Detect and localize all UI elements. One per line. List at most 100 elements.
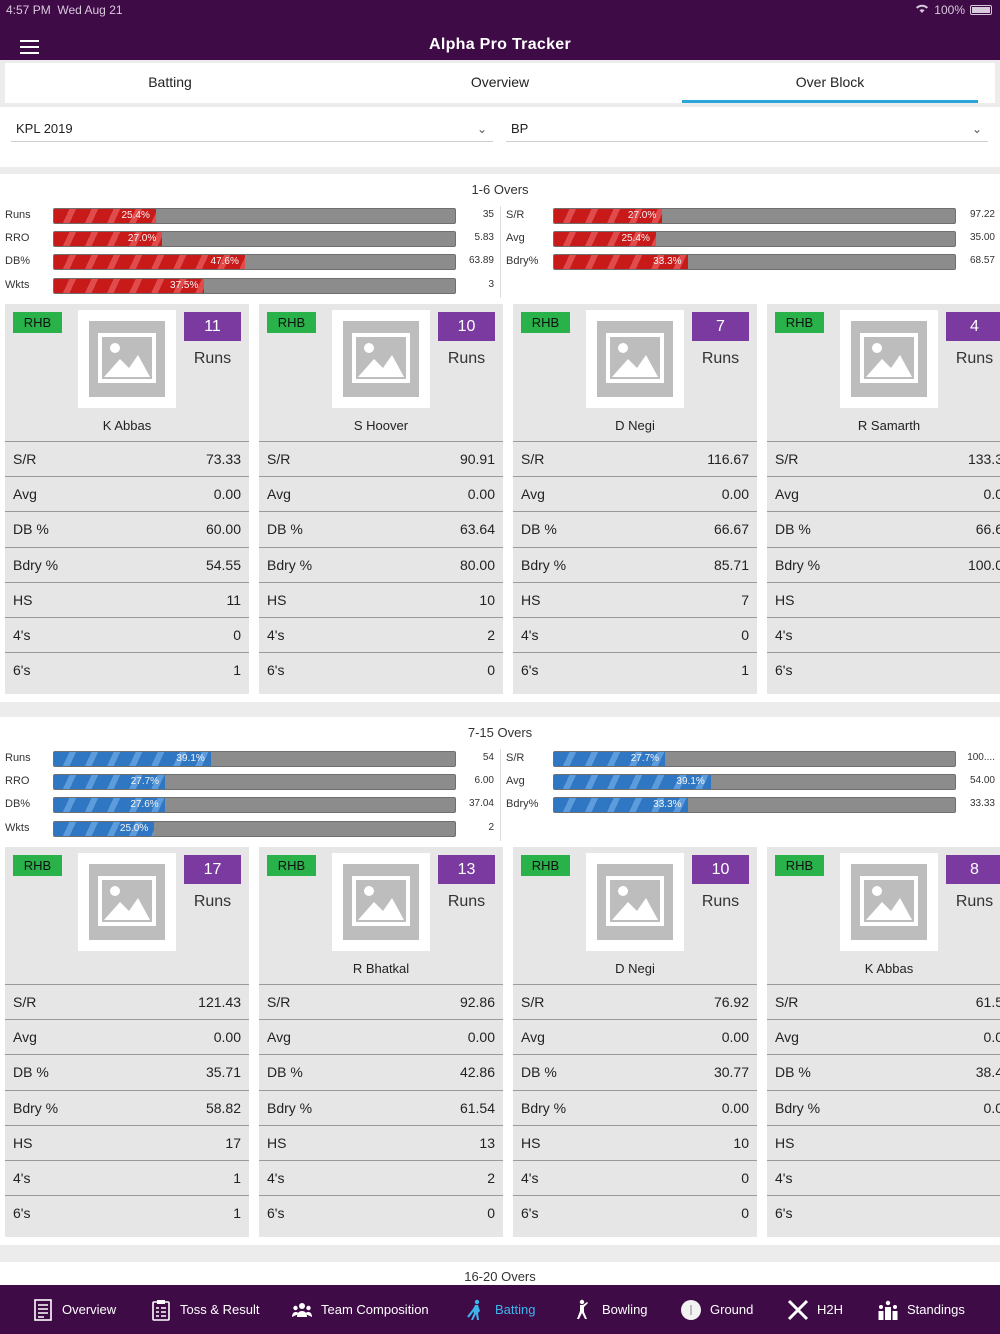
metric-bar-fill: 33.3% — [554, 255, 688, 269]
bowler-icon — [572, 1299, 594, 1321]
metric-bar-percent: 37.5% — [170, 280, 199, 291]
stat-row: DB % 30.77 — [513, 1054, 757, 1089]
stat-value: 61.54 — [459, 1099, 495, 1116]
player-card[interactable]: RHB 7 Runs D Negi S/R 116.67 Avg 0.00 DB % 66.67 B… — [513, 304, 757, 694]
stat-row: Bdry % 58.82 — [5, 1089, 249, 1125]
stat-row: DB % 66.6 — [767, 511, 1000, 546]
crossed-bats-icon — [787, 1299, 809, 1321]
stat-value: 0.0 — [983, 486, 1000, 503]
metric-bar-fill: 37.5% — [54, 279, 205, 293]
player-card[interactable]: RHB 10 Runs S Hoover S/R 90.91 Avg 0.00 DB % 63.6… — [259, 304, 503, 694]
runs-badge: 10 — [692, 855, 749, 884]
nav-team-composition[interactable]: Team Composition — [291, 1285, 429, 1334]
player-name: K Abbas — [102, 418, 152, 433]
tab-over-block[interactable]: Over Block — [665, 63, 995, 103]
nav-overview[interactable]: Overview — [32, 1285, 116, 1334]
stat-label: S/R — [521, 994, 545, 1010]
player-card[interactable]: RHB 8 Runs K Abbas S/R 61.5 Avg 0.0 DB % 38.4 Bdry… — [767, 847, 1000, 1237]
stat-row: Avg 0.00 — [259, 1019, 503, 1054]
status-bar: 4:57 PM Wed Aug 21 100% — [0, 0, 1000, 20]
nav-label: Standings — [907, 1302, 965, 1317]
player-photo — [586, 853, 684, 951]
nav-standings[interactable]: Standings — [877, 1285, 965, 1334]
image-placeholder-icon — [597, 321, 673, 397]
stat-row: Bdry % 61.54 — [259, 1089, 503, 1125]
stat-value: 92.86 — [459, 994, 495, 1010]
stat-label: 6's — [267, 1205, 285, 1222]
metric-bar-fill: 27.0% — [554, 209, 663, 223]
stat-row: Bdry % 0.0 — [767, 1089, 1000, 1125]
stat-value: 2 — [487, 1170, 495, 1186]
runs-badge: 7 — [692, 312, 749, 341]
nav-batting[interactable]: Batting — [465, 1285, 535, 1334]
stat-value: 11 — [226, 591, 241, 608]
stat-row: 4's — [767, 617, 1000, 652]
stat-row: 6's 1 — [5, 652, 249, 687]
stat-label: Bdry % — [775, 556, 821, 573]
player-card[interactable]: RHB 11 Runs K Abbas S/R 73.33 Avg 0.00 DB % 60.00… — [5, 304, 249, 694]
stat-value: 42.86 — [459, 1064, 495, 1081]
metric-label: Runs — [5, 752, 31, 764]
stat-label: 4's — [521, 627, 539, 643]
stat-row: HS 13 — [259, 1124, 503, 1160]
player-card[interactable]: RHB 17 Runs S/R 121.43 Avg 0.00 DB % 35.71 Bdry %… — [5, 847, 249, 1237]
metric-bar-percent: 27.7% — [630, 753, 660, 764]
stat-label: DB % — [521, 1064, 557, 1081]
stat-row: HS 11 — [5, 581, 249, 617]
player-name: D Negi — [615, 418, 655, 433]
stat-row: 4's 0 — [5, 617, 249, 652]
metric-row: Avg 25.4% 35.00 — [506, 230, 996, 248]
batting-hand-badge: RHB — [521, 312, 570, 333]
stat-value: 10 — [733, 1134, 749, 1151]
stat-row: S/R 133.3 — [767, 441, 1000, 476]
stat-row: 6's 0 — [513, 1195, 757, 1230]
stat-label: DB % — [267, 521, 303, 538]
metric-label: DB% — [5, 255, 31, 267]
stat-value: 0 — [741, 1170, 749, 1186]
stat-value: 0 — [487, 1205, 495, 1222]
player-card[interactable]: RHB 4 Runs R Samarth S/R 133.3 Avg 0.0 DB % 66.6 B… — [767, 304, 1000, 694]
stat-label: 6's — [775, 662, 793, 679]
tab-batting[interactable]: Batting — [148, 74, 192, 90]
metric-bar: 25.0% — [53, 821, 456, 837]
metric-value: 63.89 — [468, 255, 494, 266]
nav-ground[interactable]: Ground — [680, 1285, 753, 1334]
metric-row: S/R 27.7% 100.... — [506, 750, 996, 768]
section-title: 7-15 Overs — [467, 725, 533, 740]
runs-label: Runs — [955, 350, 994, 367]
tab-overview[interactable]: Overview — [470, 74, 530, 90]
tournament-select[interactable]: KPL 2019 ⌄ — [11, 116, 493, 142]
nav-label: H2H — [817, 1302, 844, 1317]
stat-row: 6's 0 — [259, 652, 503, 687]
team-select[interactable]: BP ⌄ — [506, 116, 988, 142]
stat-value: 76.92 — [713, 994, 749, 1010]
runs-label: Runs — [955, 893, 994, 910]
stat-label: Avg — [267, 486, 291, 503]
stat-value: 35.71 — [205, 1064, 241, 1081]
runs-badge: 11 — [184, 312, 241, 341]
metric-row: S/R 27.0% 97.22 — [506, 207, 996, 225]
stat-label: S/R — [267, 451, 291, 467]
metric-bar-percent: 27.6% — [130, 799, 159, 810]
battery-percent: 100% — [934, 3, 965, 17]
player-photo — [840, 853, 938, 951]
metric-bar-fill: 47.6% — [54, 255, 245, 269]
player-card[interactable]: RHB 10 Runs D Negi S/R 76.92 Avg 0.00 DB % 30.77 B… — [513, 847, 757, 1237]
stat-row: Avg 0.00 — [5, 476, 249, 511]
stat-value: 60.00 — [205, 521, 241, 538]
stat-row: Bdry % 80.00 — [259, 546, 503, 582]
nav-toss-result[interactable]: Toss & Result — [150, 1285, 259, 1334]
metric-bar: 33.3% — [553, 254, 956, 270]
metric-bar: 39.1% — [553, 774, 956, 790]
player-card[interactable]: RHB 13 Runs R Bhatkal S/R 92.86 Avg 0.00 DB % 42.… — [259, 847, 503, 1237]
stat-label: 4's — [521, 1170, 539, 1186]
stat-row: 4's 0 — [513, 617, 757, 652]
menu-icon[interactable] — [20, 40, 39, 54]
stat-label: Avg — [13, 486, 37, 503]
metric-row: RRO 27.0% 5.83 — [5, 230, 495, 248]
nav-label: Batting — [495, 1302, 536, 1317]
stat-row: 4's 1 — [5, 1160, 249, 1195]
nav-h2h[interactable]: H2H — [787, 1285, 843, 1334]
wifi-icon — [915, 3, 929, 17]
nav-bowling[interactable]: Bowling — [572, 1285, 648, 1334]
